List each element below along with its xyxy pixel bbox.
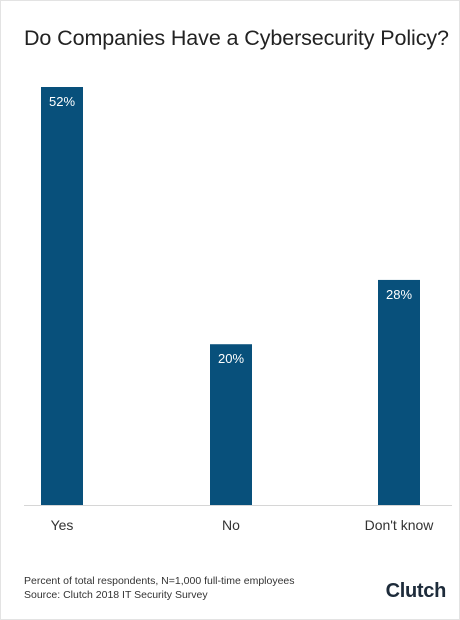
x-tick-label: No: [222, 517, 240, 533]
bar-3: [378, 279, 420, 505]
bar-2: [210, 344, 252, 505]
footnote-source: Source: Clutch 2018 IT Security Survey: [24, 589, 208, 601]
bar-value-label: 28%: [386, 287, 412, 302]
bar-value-label: 20%: [218, 351, 244, 366]
bar-value-label: 52%: [49, 94, 75, 109]
bar-chart: 52% Yes 20% No 28% Don't know: [24, 87, 452, 533]
x-tick-label: Yes: [51, 517, 74, 533]
x-tick-label: Don't know: [365, 517, 435, 533]
chart-title: Do Companies Have a Cybersecurity Policy…: [24, 26, 449, 50]
footnote-respondents: Percent of total respondents, N=1,000 fu…: [24, 575, 295, 587]
clutch-logo: Clutch: [385, 580, 447, 602]
bar-1: [41, 87, 83, 505]
